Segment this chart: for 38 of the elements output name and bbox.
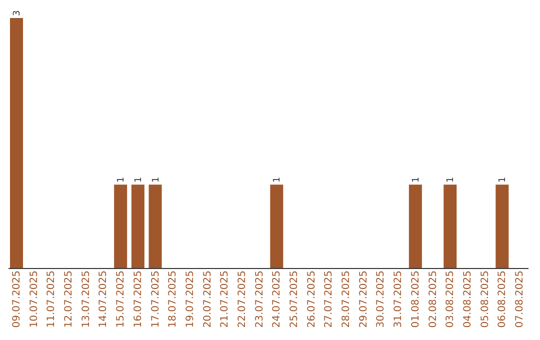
- data-label: 1: [498, 176, 508, 183]
- x-tick-label: 23.07.2025: [254, 270, 266, 328]
- x-tick-label: 24.07.2025: [272, 270, 283, 328]
- x-tick-label: 22.07.2025: [236, 270, 248, 328]
- x-tick-label: 27.07.2025: [324, 270, 335, 328]
- x-tick-label: 16.07.2025: [132, 270, 144, 328]
- x-tick-label: 05.08.2025: [480, 270, 491, 328]
- data-label: 1: [151, 176, 162, 183]
- x-tick-label: 04.08.2025: [462, 270, 474, 328]
- x-tick-label: 01.08.2025: [410, 270, 422, 328]
- x-tick-label: 02.08.2025: [428, 270, 439, 328]
- x-tick-label: 10.07.2025: [28, 270, 40, 328]
- x-tick-label: 06.08.2025: [497, 270, 508, 328]
- x-tick-label: 18.07.2025: [168, 270, 179, 328]
- x-tick-label: 17.07.2025: [150, 270, 162, 328]
- x-tick-label: 14.07.2025: [98, 270, 110, 328]
- x-tick-label: 30.07.2025: [376, 270, 387, 328]
- data-label: 1: [446, 176, 456, 183]
- x-tick-label: 13.07.2025: [80, 270, 92, 328]
- x-tick-label: 29.07.2025: [358, 270, 370, 328]
- x-tick-label: 11.07.2025: [46, 270, 58, 328]
- x-tick-label: 25.07.2025: [289, 270, 300, 328]
- data-label: 1: [134, 176, 144, 183]
- data-label: 1: [411, 176, 422, 183]
- x-tick-label: 26.07.2025: [306, 270, 318, 328]
- x-tick-label: 21.07.2025: [220, 270, 231, 328]
- x-tick-label: 07.08.2025: [514, 270, 526, 328]
- x-tick-label: 19.07.2025: [184, 270, 196, 328]
- x-tick-label: 28.07.2025: [341, 270, 352, 328]
- x-tick-label: 09.07.2025: [12, 270, 22, 328]
- x-tick-label: 31.07.2025: [393, 270, 404, 328]
- x-tick-label: 20.07.2025: [202, 270, 214, 328]
- data-label: 1: [272, 176, 283, 183]
- data-label: 1: [116, 176, 127, 183]
- x-tick-label: 12.07.2025: [64, 270, 75, 328]
- data-label: 3: [12, 10, 22, 16]
- x-tick-label: 15.07.2025: [116, 270, 127, 328]
- x-tick-label: 03.08.2025: [445, 270, 456, 328]
